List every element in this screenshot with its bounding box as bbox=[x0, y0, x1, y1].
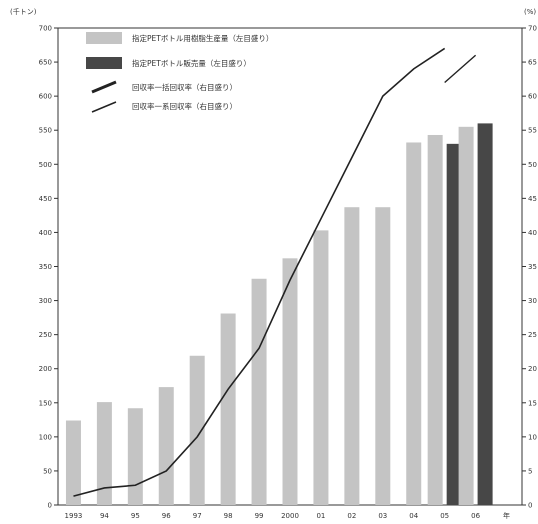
x-tick-label: 97 bbox=[193, 512, 202, 520]
left-tick-label: 50 bbox=[43, 467, 52, 475]
right-tick-label: 55 bbox=[528, 127, 537, 135]
right-tick-label: 50 bbox=[528, 161, 537, 169]
legend-swatch-rate-1 bbox=[91, 80, 117, 94]
x-tick-label: 2000 bbox=[281, 512, 299, 520]
legend-label-production: 指定PETボトル用樹脂生産量（左目盛り） bbox=[132, 33, 273, 43]
left-tick-label: 600 bbox=[39, 93, 52, 101]
left-tick-label: 700 bbox=[39, 25, 52, 33]
right-tick-label: 65 bbox=[528, 59, 537, 67]
right-tick-label: 20 bbox=[528, 365, 537, 373]
x-tick-label: 05 bbox=[440, 512, 449, 520]
legend: 指定PETボトル用樹脂生産量（左目盛り） 指定PETボトル販売量（左目盛り） 回… bbox=[86, 32, 273, 113]
right-tick-label: 70 bbox=[528, 25, 537, 33]
bar-06-production bbox=[458, 126, 474, 506]
right-axis-label: (%) bbox=[524, 8, 536, 16]
left-tick-label: 400 bbox=[39, 229, 52, 237]
bar-06-sales bbox=[477, 123, 493, 506]
x-tick-label: 98 bbox=[224, 512, 233, 520]
bar-1993-production bbox=[65, 420, 81, 505]
x-tick-label: 06 bbox=[471, 512, 480, 520]
left-tick-label: 450 bbox=[39, 195, 52, 203]
bar-2000-production bbox=[282, 258, 298, 505]
bar-97-production bbox=[189, 355, 205, 505]
x-tick-label: 99 bbox=[255, 512, 264, 520]
left-tick-label: 250 bbox=[39, 331, 52, 339]
bar-03-production bbox=[375, 207, 391, 506]
right-tick-label: 15 bbox=[528, 399, 537, 407]
left-tick-label: 300 bbox=[39, 297, 52, 305]
x-axis-ticks: 1993 94 95 96 97 98 99 2000 01 02 03 04 05 06 年 bbox=[65, 511, 510, 520]
left-tick-label: 500 bbox=[39, 161, 52, 169]
left-axis-label: (千トン) bbox=[10, 7, 37, 16]
left-tick-label: 100 bbox=[39, 433, 52, 441]
right-tick-label: 35 bbox=[528, 263, 537, 271]
left-tick-label: 200 bbox=[39, 365, 52, 373]
left-tick-label: 0 bbox=[48, 502, 52, 510]
left-tick-label: 650 bbox=[39, 59, 52, 67]
line-series bbox=[73, 47, 477, 497]
x-tick-label: 01 bbox=[316, 512, 325, 520]
left-tick-label: 550 bbox=[39, 127, 52, 135]
legend-swatch-rate-2 bbox=[91, 101, 117, 113]
left-tick-label: 150 bbox=[39, 399, 52, 407]
bar-95-production bbox=[127, 408, 143, 505]
x-tick-label: 1993 bbox=[65, 512, 83, 520]
right-tick-label: 10 bbox=[528, 433, 537, 441]
x-tick-label: 94 bbox=[100, 512, 109, 520]
bar-04-production bbox=[406, 142, 422, 506]
x-tick-label: 04 bbox=[409, 512, 418, 520]
bar-02-production bbox=[344, 207, 360, 506]
x-tick-label: 03 bbox=[378, 512, 387, 520]
bar-01-production bbox=[313, 230, 329, 506]
bars bbox=[65, 123, 493, 506]
right-tick-label: 45 bbox=[528, 195, 537, 203]
bar-94-production bbox=[96, 402, 112, 505]
right-tick-label: 60 bbox=[528, 93, 537, 101]
line-series-1 bbox=[73, 47, 446, 497]
bar-05-production bbox=[427, 134, 443, 505]
x-tick-label: 02 bbox=[347, 512, 356, 520]
legend-label-rate-2: 回収率一系回収率（右目盛り） bbox=[132, 101, 237, 111]
line-series-2 bbox=[444, 54, 477, 84]
x-tick-label: 95 bbox=[131, 512, 140, 520]
right-tick-label: 5 bbox=[528, 467, 532, 475]
right-tick-label: 30 bbox=[528, 297, 537, 305]
left-axis-ticks: 0 50 100 150 200 250 300 350 400 450 500 550 600 650 7… bbox=[39, 25, 58, 510]
right-axis-ticks: 0 5 10 15 20 25 30 35 40 45 50 55 60 65 70 bbox=[522, 25, 537, 510]
legend-swatch-sales bbox=[86, 57, 122, 69]
left-tick-label: 350 bbox=[39, 263, 52, 271]
legend-swatch-production bbox=[86, 32, 122, 44]
right-tick-label: 0 bbox=[528, 502, 532, 510]
legend-label-rate-1: 回収率一括回収率（右目盛り） bbox=[132, 82, 237, 92]
right-tick-label: 40 bbox=[528, 229, 537, 237]
bar-05-sales bbox=[446, 143, 462, 506]
x-tick-label: 年 bbox=[503, 511, 510, 520]
x-tick-label: 96 bbox=[162, 512, 171, 520]
bar-98-production bbox=[220, 313, 236, 505]
right-tick-label: 25 bbox=[528, 331, 537, 339]
legend-label-sales: 指定PETボトル販売量（左目盛り） bbox=[132, 58, 251, 68]
bar-99-production bbox=[251, 278, 267, 505]
bar-96-production bbox=[158, 387, 174, 505]
